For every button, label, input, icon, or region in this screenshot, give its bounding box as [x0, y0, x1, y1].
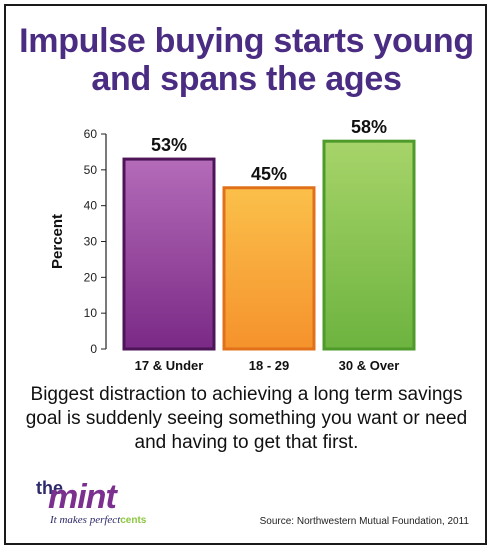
- y-axis-label: Percent: [49, 214, 66, 269]
- y-tick-label: 10: [84, 306, 98, 320]
- logo-the: the: [36, 478, 63, 498]
- x-tick-label-2: 18 - 29: [249, 358, 289, 373]
- y-tick-label: 60: [84, 127, 98, 141]
- x-tick-label-3: 30 & Over: [339, 358, 400, 373]
- bar-3: [322, 139, 416, 351]
- data-label-3: 58%: [351, 120, 387, 137]
- source-note: Source: Northwestern Mutual Foundation, …: [259, 516, 469, 527]
- bar-2: [222, 186, 316, 351]
- logo-tagline: It makes perfectcents: [50, 514, 147, 526]
- the-mint-logo: the mint It makes perfectcents: [30, 478, 190, 528]
- y-tick-label: 30: [84, 235, 98, 249]
- y-tick-label: 50: [84, 163, 98, 177]
- y-tick-label: 40: [84, 199, 98, 213]
- bar-1: [122, 157, 216, 351]
- chart-title: Impulse buying starts young and spans th…: [19, 22, 474, 98]
- y-tick-label: 20: [84, 270, 98, 284]
- bars: 53% 45% 58%: [122, 120, 416, 351]
- y-tick-label: 0: [90, 342, 97, 356]
- data-label-2: 45%: [251, 164, 287, 184]
- bar-chart: 0 10 20 30 40 50 60 53% 45% 58% 17 & Under 18 - 2…: [49, 120, 416, 373]
- x-tick-label-1: 17 & Under: [135, 358, 204, 373]
- chart-caption: Biggest distraction to achieving a long …: [25, 384, 468, 453]
- y-axis: 0 10 20 30 40 50 60: [84, 127, 107, 356]
- data-label-1: 53%: [151, 135, 187, 155]
- logo-mint: mint: [48, 478, 117, 516]
- x-axis-labels: 17 & Under 18 - 29 30 & Over: [135, 358, 400, 373]
